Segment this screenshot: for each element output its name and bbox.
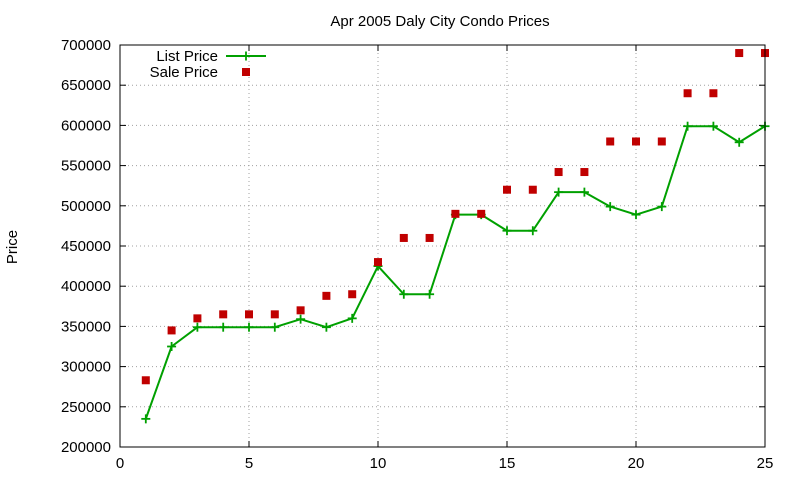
y-tick-label: 350000	[61, 318, 111, 335]
list-price-point	[708, 121, 718, 131]
x-tick-label: 0	[116, 455, 124, 472]
sale-price-point	[141, 376, 150, 385]
sale-price-point	[399, 233, 408, 242]
sale-price-point	[503, 185, 511, 194]
sale-price-point	[245, 310, 253, 319]
sale-price-point	[425, 233, 434, 242]
y-tick-label: 650000	[61, 77, 111, 94]
sale-price-point	[632, 137, 640, 146]
sale-price-point	[374, 258, 382, 267]
y-tick-label: 550000	[61, 158, 111, 175]
sale-price-point	[348, 290, 357, 299]
plot-frame	[119, 44, 766, 448]
list-price-line	[144, 125, 766, 420]
y-tick-label: 450000	[61, 238, 111, 255]
sale-price-point	[451, 209, 460, 218]
list-price-point	[425, 289, 435, 299]
y-tick-label: 600000	[61, 117, 111, 134]
grid-lines	[120, 45, 765, 447]
sale-price-point	[270, 310, 279, 319]
y-tick-label: 700000	[61, 37, 111, 54]
list-price-point	[554, 187, 564, 197]
y-tick-label: 300000	[61, 359, 111, 376]
list-price-point	[218, 322, 228, 332]
list-price-point	[141, 414, 151, 424]
sale-price-point	[528, 185, 537, 194]
list-price-point	[631, 210, 641, 220]
list-price-point	[244, 322, 254, 332]
sale-price-point	[657, 137, 666, 146]
x-tick-label: 20	[628, 455, 645, 472]
x-tick-label: 5	[245, 455, 253, 472]
legend-square-marker	[242, 68, 250, 76]
list-price-point	[683, 121, 693, 131]
sale-price-point	[580, 168, 589, 177]
legend-label: Sale Price	[150, 64, 218, 81]
sale-price-point	[193, 314, 202, 323]
list-price-point	[192, 322, 202, 332]
y-tick-label: 200000	[61, 439, 111, 456]
x-tick-label: 15	[499, 455, 516, 472]
legend-plus-marker	[241, 51, 251, 61]
list-price-point	[321, 322, 331, 332]
sale-price-point	[477, 209, 486, 218]
sale-price-point	[219, 310, 228, 319]
y-tick-label: 500000	[61, 198, 111, 215]
list-price-point	[502, 226, 512, 236]
sale-price-point	[606, 137, 615, 146]
sale-price-point	[709, 89, 718, 98]
list-price-point	[605, 202, 615, 212]
list-price-point	[270, 322, 280, 332]
series-list-price	[141, 121, 770, 424]
chart-title: Apr 2005 Daly City Condo Prices	[330, 13, 549, 30]
y-tick-label: 250000	[61, 399, 111, 416]
list-price-point	[734, 137, 744, 147]
list-price-point	[579, 187, 589, 197]
sale-price-point	[735, 49, 744, 58]
sale-price-point	[167, 326, 176, 335]
x-tick-label: 10	[370, 455, 387, 472]
legend-label: List Price	[156, 48, 218, 65]
x-tick-label: 25	[757, 455, 774, 472]
tick-labels: 0 5 10 15 20 25 200000 250000 300000 350000 400000…	[61, 37, 773, 472]
y-tick-label: 400000	[61, 278, 111, 295]
list-price-point	[347, 313, 357, 323]
series-layer	[141, 49, 770, 424]
series-sale-price	[141, 49, 769, 385]
list-price-point	[399, 289, 409, 299]
list-price-point	[657, 202, 667, 212]
list-price-point	[528, 226, 538, 236]
list-price-point	[296, 314, 306, 324]
y-axis-label: Price	[4, 230, 21, 264]
sale-price-point	[683, 89, 692, 98]
sale-price-point	[554, 168, 563, 177]
list-price-point	[167, 342, 177, 351]
sale-price-point	[322, 291, 331, 300]
sale-price-point	[296, 306, 305, 315]
